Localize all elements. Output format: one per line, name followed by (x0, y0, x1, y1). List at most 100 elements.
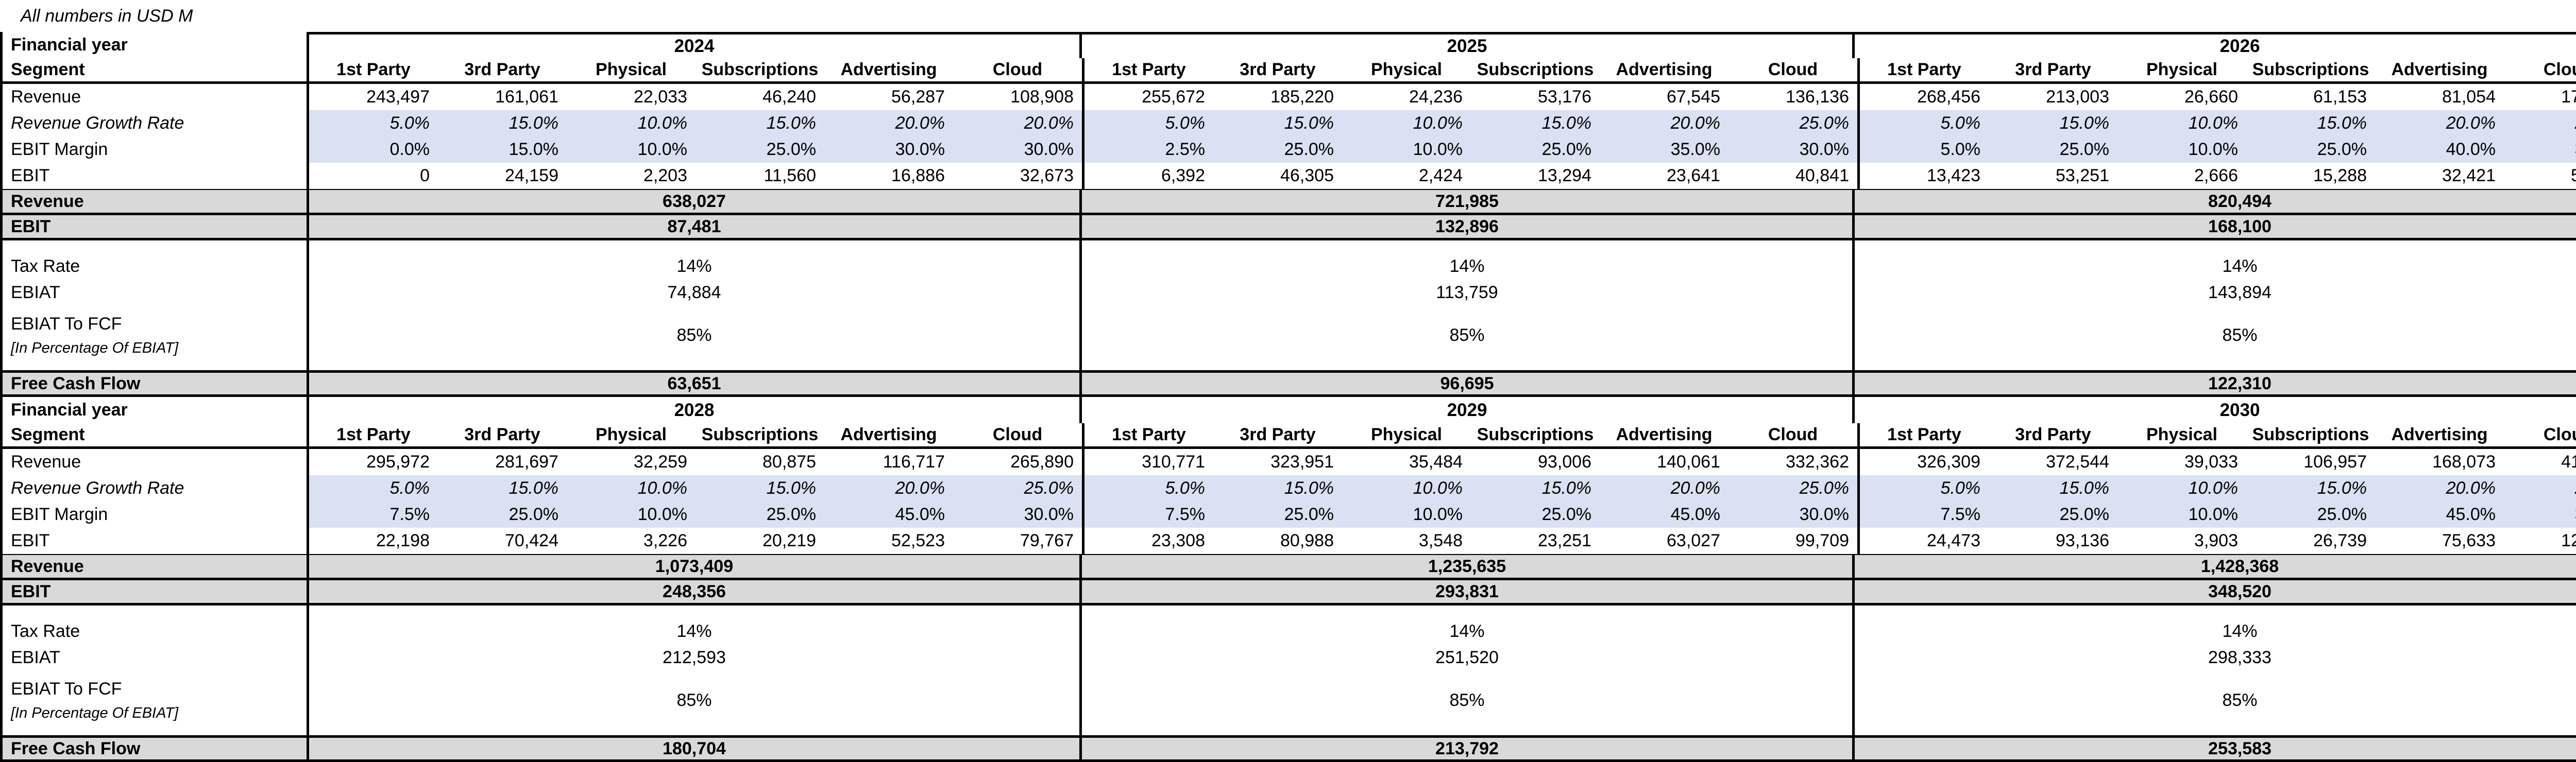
fcf-value[interactable]: 180,704 (663, 738, 726, 758)
ebit-cell[interactable]: 99,709 (1795, 531, 1849, 550)
segment-header-cell[interactable]: Advertising (2391, 425, 2488, 444)
margin-cell[interactable]: 7.5% (389, 505, 430, 524)
growth-cell[interactable]: 10.0% (1413, 113, 1463, 133)
margin-cell[interactable]: 45.0% (1670, 505, 1720, 524)
ebit-cell[interactable]: 53,251 (2056, 166, 2109, 185)
segment-header-cell[interactable]: Subscriptions (2252, 60, 2369, 79)
growth-cell[interactable]: 15.0% (766, 478, 816, 498)
growth-cell[interactable]: 5.0% (389, 113, 430, 133)
segment-header-cell[interactable]: Subscriptions (701, 60, 819, 79)
segment-header-cell[interactable]: 3rd Party (2015, 425, 2091, 444)
ebit_total-value[interactable]: 132,896 (1435, 216, 1499, 236)
margin-cell[interactable]: 30.0% (2504, 136, 2576, 163)
revenue-cell[interactable]: 39,033 (2184, 452, 2238, 472)
ebiat_to_fcf-value[interactable]: 85% (1449, 325, 1485, 345)
revenue-cell[interactable]: 323,951 (1270, 452, 1334, 472)
growth-cell[interactable]: 15.0% (2059, 478, 2109, 498)
revenue-cell[interactable]: 24,236 (1409, 87, 1463, 107)
revenue-cell[interactable]: 61,153 (2313, 87, 2367, 107)
ebit_total-value[interactable]: 348,520 (2208, 581, 2272, 601)
segment-header-cell[interactable]: Physical (2146, 425, 2217, 444)
growth-cell[interactable]: 10.0% (2188, 113, 2238, 133)
segment-header-cell[interactable]: Subscriptions (2252, 425, 2369, 444)
segment-header-cell[interactable]: Cloud (2543, 425, 2576, 444)
segment-header-cell[interactable]: Advertising (2391, 60, 2488, 79)
margin-cell[interactable]: 10.0% (1413, 140, 1463, 159)
segment-header-cell[interactable]: 1st Party (336, 60, 411, 79)
ebiat_to_fcf-value[interactable]: 85% (676, 325, 712, 345)
revenue-cell[interactable]: 255,672 (1142, 87, 1205, 107)
ebit-cell[interactable]: 15,288 (2313, 166, 2367, 185)
margin-cell[interactable]: 30.0% (895, 140, 945, 159)
revenue-cell[interactable]: 332,362 (1786, 452, 1849, 472)
growth-cell[interactable]: 15.0% (1541, 113, 1591, 133)
ebiat_to_fcf-value[interactable]: 85% (676, 690, 712, 710)
tax_rate-value[interactable]: 14% (1449, 621, 1485, 641)
segment-header-cell[interactable]: Cloud (992, 60, 1043, 79)
margin-cell[interactable]: 0.0% (389, 140, 430, 159)
ebit-cell[interactable]: 63,027 (1667, 531, 1720, 550)
growth-cell[interactable]: 5.0% (389, 478, 430, 498)
fcf-value[interactable]: 122,310 (2208, 373, 2272, 393)
margin-cell[interactable]: 10.0% (1413, 505, 1463, 524)
ebit-cell[interactable]: 75,633 (2442, 531, 2496, 550)
ebiat-value[interactable]: 251,520 (1435, 648, 1499, 667)
revenue-cell[interactable]: 46,240 (762, 87, 816, 107)
segment-header-cell[interactable]: Subscriptions (701, 425, 819, 444)
growth-cell[interactable]: 20.0% (895, 478, 945, 498)
growth-cell[interactable]: 10.0% (2188, 478, 2238, 498)
segment-header-cell[interactable]: 1st Party (336, 425, 411, 444)
revenue-cell[interactable]: 415,453 (2561, 452, 2576, 472)
ebit-cell[interactable]: 40,841 (1795, 166, 1849, 185)
segment-header-cell[interactable]: Physical (1371, 425, 1442, 444)
growth-cell[interactable]: 15.0% (766, 113, 816, 133)
ebiat-value[interactable]: 212,593 (663, 648, 726, 667)
margin-cell[interactable]: 25.0% (2317, 505, 2367, 524)
revenue-cell[interactable]: 265,890 (1010, 452, 1074, 472)
growth-cell[interactable]: 20.0% (2446, 113, 2496, 133)
revenue_total-value[interactable]: 820,494 (2208, 191, 2272, 211)
segment-header-cell[interactable]: 1st Party (1887, 60, 1961, 79)
revenue-cell[interactable]: 22,033 (634, 87, 687, 107)
ebit-cell[interactable]: 13,423 (1927, 166, 1980, 185)
ebiat_to_fcf-value[interactable]: 85% (2222, 690, 2258, 710)
margin-cell[interactable]: 35.0% (1670, 140, 1720, 159)
growth-cell[interactable]: 15.0% (1284, 478, 1334, 498)
revenue-cell[interactable]: 106,957 (2303, 452, 2367, 472)
ebit-cell[interactable]: 20,219 (762, 531, 816, 550)
growth-cell[interactable]: 15.0% (509, 478, 558, 498)
margin-cell[interactable]: 30.0% (1799, 505, 1849, 524)
ebit-cell[interactable]: 0 (420, 166, 430, 185)
ebit-cell[interactable]: 80,988 (1280, 531, 1334, 550)
revenue-cell[interactable]: 26,660 (2184, 87, 2238, 107)
fcf-value[interactable]: 213,792 (1435, 738, 1499, 758)
margin-cell[interactable]: 30.0% (1799, 140, 1849, 159)
margin-cell[interactable]: 40.0% (2446, 140, 2496, 159)
segment-header-cell[interactable]: Advertising (840, 425, 937, 444)
ebiat-value[interactable]: 143,894 (2208, 283, 2272, 302)
segment-header-cell[interactable]: Cloud (992, 425, 1043, 444)
segment-header-cell[interactable]: Advertising (840, 60, 937, 79)
margin-cell[interactable]: 25.0% (1284, 140, 1334, 159)
revenue-cell[interactable]: 243,497 (366, 87, 430, 107)
ebit-cell[interactable]: 32,421 (2442, 166, 2496, 185)
revenue-cell[interactable]: 281,697 (495, 452, 558, 472)
segment-header-cell[interactable]: 3rd Party (1240, 60, 1316, 79)
margin-cell[interactable]: 25.0% (2059, 505, 2109, 524)
margin-cell[interactable]: 10.0% (2188, 140, 2238, 159)
revenue-cell[interactable]: 170,169 (2561, 87, 2576, 107)
revenue-cell[interactable]: 213,003 (2046, 87, 2109, 107)
growth-cell[interactable]: 25.0% (1799, 113, 1849, 133)
segment-header-cell[interactable]: Advertising (1616, 425, 1713, 444)
ebit-cell[interactable]: 23,308 (1151, 531, 1205, 550)
revenue-cell[interactable]: 372,544 (2046, 452, 2109, 472)
margin-cell[interactable]: 2.5% (1165, 140, 1206, 159)
margin-cell[interactable]: 45.0% (895, 505, 945, 524)
margin-cell[interactable]: 25.0% (1284, 505, 1334, 524)
ebit-cell[interactable]: 46,305 (1280, 166, 1334, 185)
revenue-cell[interactable]: 136,136 (1786, 87, 1849, 107)
ebit-cell[interactable]: 93,136 (2056, 531, 2109, 550)
ebit-cell[interactable]: 16,886 (891, 166, 945, 185)
ebit-cell[interactable]: 23,641 (1667, 166, 1720, 185)
revenue-cell[interactable]: 81,054 (2442, 87, 2496, 107)
